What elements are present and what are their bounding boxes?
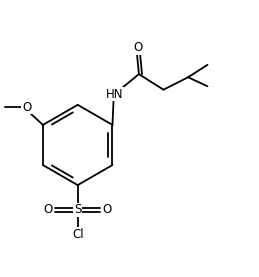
Text: O: O	[22, 101, 31, 114]
Text: S: S	[74, 203, 81, 216]
Text: HN: HN	[105, 88, 123, 101]
Text: O: O	[44, 203, 53, 216]
Text: O: O	[102, 203, 112, 216]
Text: O: O	[134, 41, 143, 54]
Text: Cl: Cl	[72, 228, 83, 241]
